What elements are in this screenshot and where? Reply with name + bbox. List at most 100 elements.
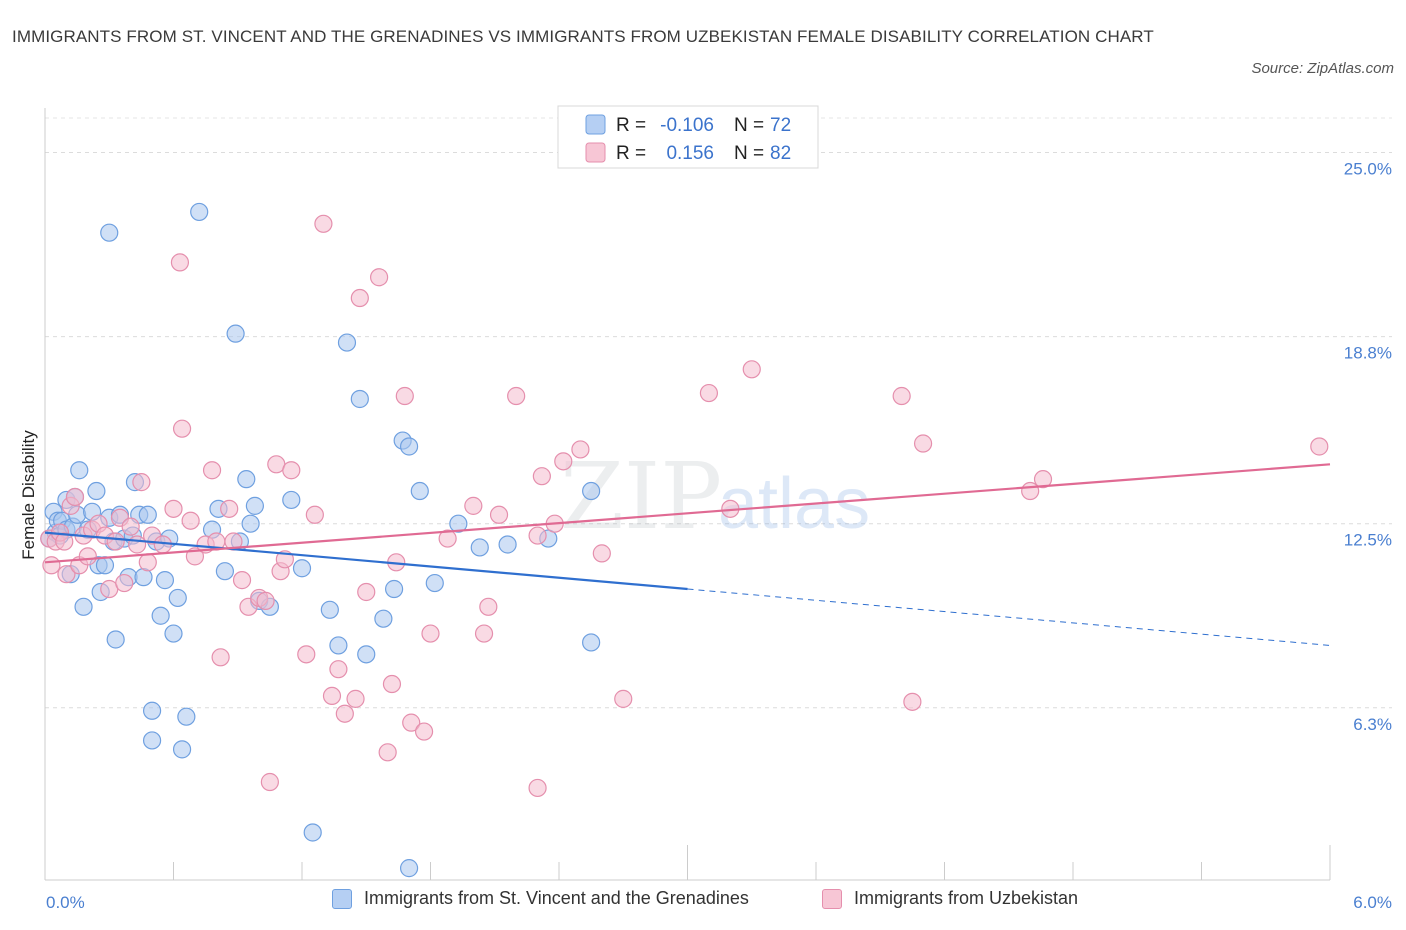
data-point bbox=[100, 223, 119, 242]
data-point bbox=[528, 526, 547, 545]
data-point bbox=[337, 333, 357, 352]
bottom-legend: Immigrants from St. Vincent and the Gren… bbox=[0, 888, 1406, 918]
legend-swatch-pink bbox=[585, 142, 606, 163]
data-point bbox=[314, 214, 333, 233]
data-point bbox=[350, 288, 369, 308]
data-point bbox=[237, 470, 256, 489]
data-point bbox=[742, 360, 761, 379]
y-axis-label: Female Disability bbox=[19, 430, 38, 560]
data-point bbox=[335, 704, 354, 723]
data-point bbox=[414, 722, 434, 741]
data-point bbox=[410, 481, 429, 501]
watermark: ZIP atlas bbox=[560, 443, 870, 550]
y-tick-label: 25.0% bbox=[1344, 160, 1392, 179]
data-point bbox=[282, 461, 301, 480]
data-point bbox=[132, 473, 151, 492]
data-point bbox=[256, 591, 275, 610]
data-point bbox=[322, 686, 342, 706]
legend-r-value-1: -0.106 bbox=[660, 115, 714, 136]
data-point bbox=[177, 707, 196, 726]
data-point bbox=[892, 386, 911, 406]
data-point bbox=[42, 556, 61, 575]
data-point bbox=[232, 571, 252, 590]
chart-title: IMMIGRANTS FROM ST. VINCENT AND THE GREN… bbox=[12, 27, 1154, 46]
trend-line-st-vincent bbox=[44, 531, 688, 591]
data-point bbox=[582, 481, 601, 501]
data-point bbox=[121, 517, 140, 536]
data-points bbox=[40, 202, 1329, 878]
data-point bbox=[282, 490, 301, 510]
data-point bbox=[350, 389, 369, 409]
data-point bbox=[399, 859, 419, 878]
data-point bbox=[115, 573, 134, 593]
data-point bbox=[571, 440, 590, 459]
legend-n-label-1: N = bbox=[734, 115, 764, 136]
data-point bbox=[181, 511, 200, 530]
legend-n-value-1: 72 bbox=[770, 115, 791, 136]
data-point bbox=[220, 499, 239, 518]
tick-labels: 25.0% 18.8% 12.5% 6.3% 0.0% 6.0% bbox=[46, 160, 1392, 912]
data-point bbox=[127, 535, 147, 554]
data-point bbox=[106, 630, 125, 649]
data-point bbox=[142, 731, 162, 750]
data-point bbox=[903, 692, 922, 711]
axes bbox=[44, 108, 1331, 881]
data-point bbox=[142, 701, 162, 720]
data-point bbox=[699, 383, 719, 403]
legend-label-uzbekistan: Immigrants from Uzbekistan bbox=[854, 888, 1079, 908]
data-point bbox=[532, 467, 551, 486]
data-point bbox=[357, 582, 376, 602]
data-point bbox=[498, 535, 517, 554]
data-point bbox=[425, 573, 444, 593]
legend-n-value-2: 82 bbox=[770, 143, 791, 164]
data-point bbox=[1310, 437, 1329, 456]
data-point bbox=[399, 437, 419, 456]
legend-r-value-2: 0.156 bbox=[666, 143, 714, 164]
data-point bbox=[245, 496, 264, 515]
legend-box: R = -0.106 N = 72 R = 0.156 N = 82 bbox=[557, 105, 819, 169]
data-point bbox=[172, 740, 192, 759]
data-point bbox=[438, 529, 457, 548]
legend-label-st-vincent: Immigrants from St. Vincent and the Gren… bbox=[364, 888, 749, 908]
data-point bbox=[320, 600, 339, 619]
data-point bbox=[138, 505, 157, 524]
data-point bbox=[226, 324, 245, 343]
data-point bbox=[489, 505, 509, 524]
data-point bbox=[1033, 470, 1053, 489]
series-uzbekistan bbox=[40, 214, 1329, 798]
data-point bbox=[382, 674, 402, 694]
data-point bbox=[70, 461, 89, 480]
data-point bbox=[168, 588, 187, 608]
data-point bbox=[421, 624, 440, 643]
data-point bbox=[241, 514, 260, 533]
data-point bbox=[202, 461, 222, 480]
data-point bbox=[170, 253, 190, 272]
data-point bbox=[95, 556, 115, 575]
data-point bbox=[464, 496, 483, 515]
data-point bbox=[357, 645, 376, 664]
data-point bbox=[374, 609, 393, 628]
data-point bbox=[164, 499, 183, 518]
trend-lines bbox=[44, 463, 1331, 646]
trend-line-uzbekistan bbox=[44, 463, 1331, 564]
data-point bbox=[528, 778, 547, 798]
legend-swatch-uzbekistan bbox=[822, 888, 842, 909]
legend-r-label-2: R = bbox=[616, 143, 646, 164]
data-point bbox=[151, 606, 170, 625]
data-point bbox=[297, 645, 316, 664]
legend-n-label-2: N = bbox=[734, 143, 764, 164]
data-point bbox=[106, 532, 125, 551]
legend-item-st-vincent: Immigrants from St. Vincent and the Gren… bbox=[332, 888, 749, 909]
data-point bbox=[155, 571, 175, 590]
x-tick-label-right: 6.0% bbox=[1353, 893, 1392, 912]
data-point bbox=[614, 689, 633, 708]
data-point bbox=[55, 532, 74, 551]
data-point bbox=[303, 823, 322, 842]
data-point bbox=[592, 544, 611, 563]
data-point bbox=[384, 579, 404, 599]
legend-swatch-st-vincent bbox=[332, 888, 352, 909]
y-tick-label: 6.3% bbox=[1353, 715, 1392, 734]
watermark-atlas: atlas bbox=[718, 464, 870, 544]
y-tick-label: 18.8% bbox=[1344, 344, 1392, 363]
